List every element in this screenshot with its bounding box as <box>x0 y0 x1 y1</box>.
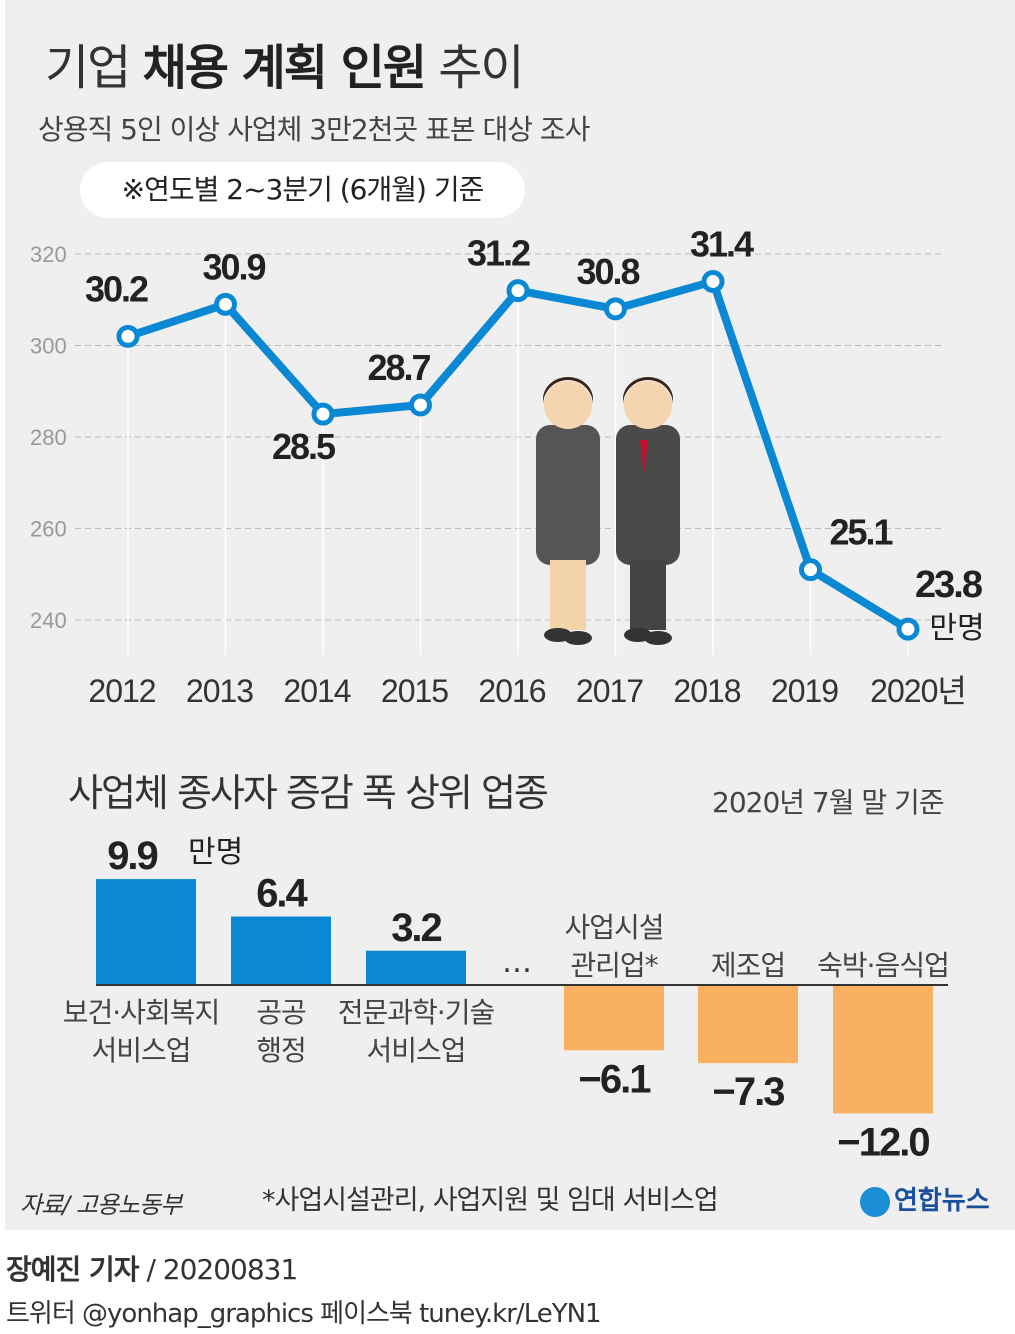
bar-chart-subtitle: 2020년 7월 말 기준 <box>712 786 944 819</box>
man-tie <box>640 440 648 475</box>
x-tick-label: 2012 <box>88 673 155 709</box>
unit-label: 만명 <box>929 611 984 646</box>
y-tick-label: 280 <box>30 425 67 450</box>
data-label: 28.5 <box>272 426 336 467</box>
data-label: 30.9 <box>202 246 265 287</box>
man-body <box>616 425 680 565</box>
bar-unit-label: 만명 <box>188 835 243 870</box>
category-label: 서비스업 <box>366 1034 465 1067</box>
y-tick-label: 320 <box>30 242 67 267</box>
woman-legs <box>550 560 586 630</box>
bar-chart-title: 사업체 종사자 증감 폭 상위 업종 <box>68 771 547 815</box>
man-head <box>624 381 672 429</box>
x-tick-label: 2020년 <box>870 673 966 709</box>
chart-canvas: 240 260 280 300 320 2012 2013 2014 2015 2016 2017 2… <box>30 223 985 1164</box>
bar-value-label: 3.2 <box>391 906 441 950</box>
source-label: 자료/ 고용노동부 <box>20 1191 182 1219</box>
data-point <box>214 292 237 316</box>
man-shoe <box>644 631 672 645</box>
x-tick-label: 2015 <box>381 673 448 709</box>
bar <box>231 916 331 985</box>
data-label: 25.1 <box>829 512 893 553</box>
data-label: 23.8 <box>915 564 982 606</box>
category-label: 행정 <box>256 1034 306 1067</box>
yonhap-logo: 연합뉴스 <box>860 1180 990 1217</box>
ellipsis: … <box>502 945 532 980</box>
data-point <box>604 297 627 321</box>
category-label: 제조업 <box>711 949 785 982</box>
data-label: 31.4 <box>690 223 754 264</box>
man-legs <box>630 560 666 630</box>
bar-value-label: 9.9 <box>107 834 157 878</box>
data-label: 30.2 <box>85 268 148 309</box>
data-point <box>409 393 432 417</box>
x-tick-label: 2013 <box>186 673 253 709</box>
y-tick-label: 260 <box>30 517 67 542</box>
woman-shoe <box>564 631 592 645</box>
bar <box>564 985 664 1051</box>
data-point <box>896 617 920 641</box>
bar <box>366 950 466 985</box>
x-tick-label: 2018 <box>673 673 740 709</box>
bar-value-label: −7.3 <box>713 1070 785 1114</box>
bar-value-label: 6.4 <box>256 872 308 916</box>
x-tick-label: 2017 <box>576 673 643 709</box>
y-tick-label: 300 <box>30 334 67 359</box>
bar-value-label: −12.0 <box>837 1120 929 1164</box>
social-links: 트위터 @yonhap_graphics 페이스북 tuney.kr/LeYN1 <box>6 1299 602 1329</box>
data-point <box>311 402 335 426</box>
bar <box>96 879 196 985</box>
woman-head <box>544 381 592 429</box>
note-pill: ※연도별 2~3분기 (6개월) 기준 <box>80 162 525 218</box>
data-point <box>701 269 725 293</box>
y-tick-label: 240 <box>30 608 67 633</box>
category-label: 숙박·음식업 <box>817 949 949 982</box>
category-label: 보건·사회복지 <box>63 996 219 1029</box>
logo-icon <box>860 1186 890 1217</box>
category-label: 공공 <box>256 996 306 1029</box>
x-tick-label: 2014 <box>283 673 350 709</box>
category-label: 사업시설 <box>564 911 663 944</box>
data-label: 30.8 <box>576 251 639 292</box>
data-label: 31.2 <box>467 233 530 274</box>
bar <box>833 985 933 1114</box>
x-tick-label: 2019 <box>771 673 838 709</box>
footnote: *사업시설관리, 사업지원 및 임대 서비스업 <box>262 1185 719 1216</box>
data-point <box>506 279 530 303</box>
data-point <box>116 324 140 348</box>
data-point <box>799 558 822 582</box>
x-tick-label: 2016 <box>478 673 545 709</box>
subtitle: 상용직 5인 이상 사업체 3만2천곳 표본 대상 조사 <box>38 113 590 146</box>
category-label: 전문과학·기술 <box>338 996 495 1029</box>
woman-body <box>536 425 600 565</box>
category-label: 서비스업 <box>91 1034 190 1067</box>
category-label: 관리업* <box>570 949 658 982</box>
bar-value-label: −6.1 <box>579 1057 652 1101</box>
bar <box>698 985 798 1064</box>
data-label: 28.7 <box>367 347 430 388</box>
byline: 장예진 기자 / 20200831 <box>6 1253 298 1286</box>
page-title: 기업 채용 계획 인원 추이 <box>45 40 525 96</box>
